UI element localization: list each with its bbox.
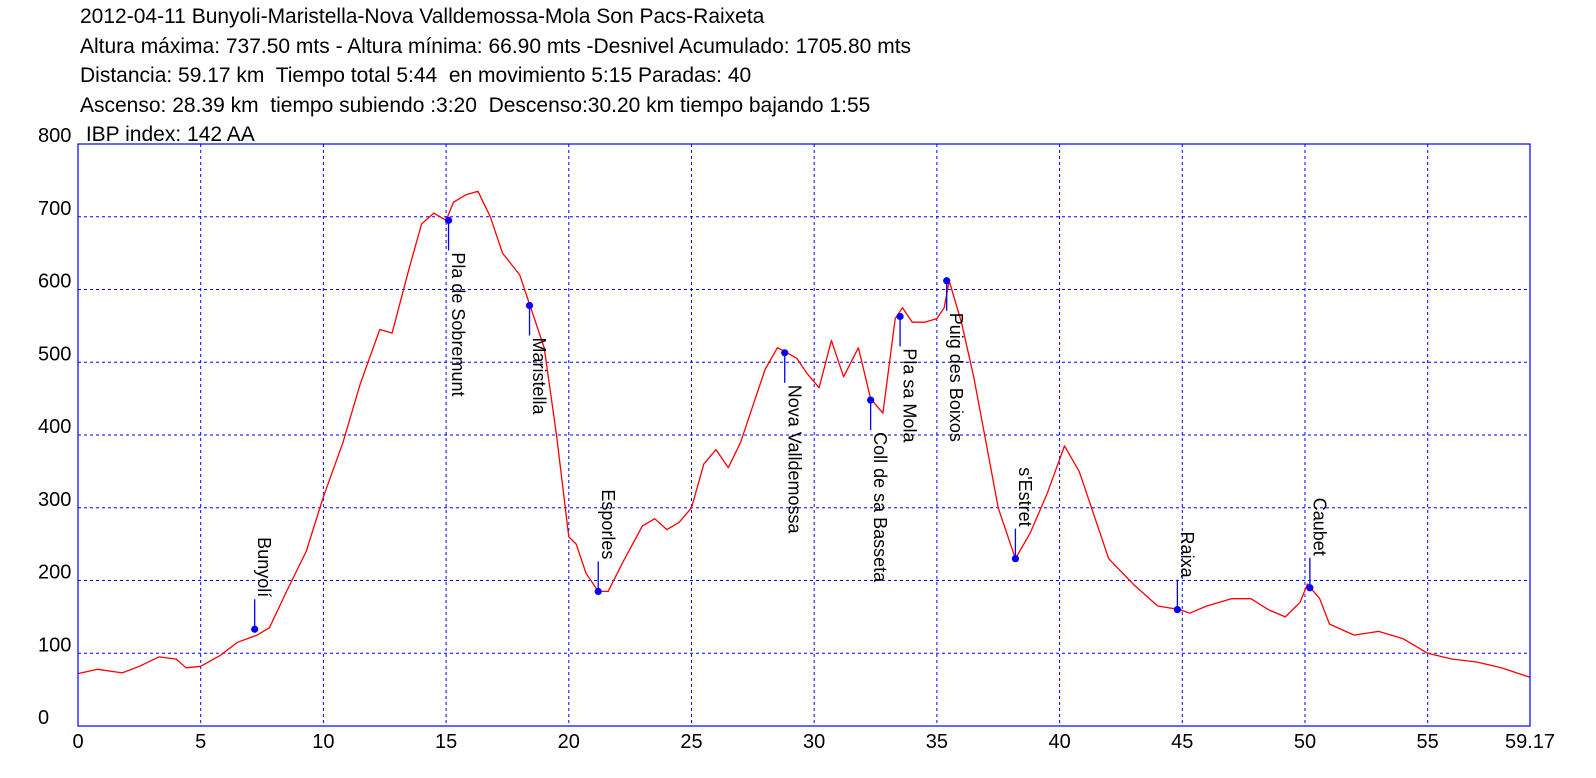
x-tick-label: 55 xyxy=(1417,731,1439,753)
waypoint-label: Bunyolí xyxy=(254,537,274,597)
elevation-line xyxy=(77,190,1531,678)
waypoint-marker: Nova Valldemossa xyxy=(781,349,804,535)
waypoint-marker: s'Estret xyxy=(1011,467,1035,563)
waypoint-dot xyxy=(525,301,534,310)
x-tick-label: 10 xyxy=(312,731,334,753)
waypoint-marker: Esporles xyxy=(594,489,618,596)
x-tick-label: 20 xyxy=(558,731,580,753)
axis-ticks: 0 5 10 15 20 25 30 35 40 45 50 55 59.17 0 100 200 300 400… xyxy=(38,125,1555,753)
altitude-stats: Altura máxima: 737.50 mts - Altura mínim… xyxy=(80,34,912,58)
waypoint-label: Caubet xyxy=(1309,498,1329,556)
waypoint-label: Raixa xyxy=(1177,532,1197,579)
waypoint-label: Puig des Boixos xyxy=(946,313,966,442)
y-tick-label: 100 xyxy=(38,634,71,656)
waypoint-label: Pla sa Mola xyxy=(900,348,920,443)
waypoint-marker: Bunyolí xyxy=(251,537,274,633)
chart-header: 2012-04-11 Bunyoli-Maristella-Nova Valld… xyxy=(80,2,911,150)
waypoints: Bunyolí Pla de Sobremunt Maristella Esporle… xyxy=(251,216,1329,633)
x-tick-label: 45 xyxy=(1171,731,1193,753)
x-tick-label: 0 xyxy=(72,731,83,753)
distance-time-stats: Distancia: 59.17 km Tiempo total 5:44 en… xyxy=(80,64,752,87)
waypoint-marker: Pla sa Mola xyxy=(896,312,920,443)
waypoint-marker: Coll de sa Basseta xyxy=(867,396,890,583)
x-tick-label: 59.17 xyxy=(1505,731,1555,753)
y-tick-label: 500 xyxy=(38,343,71,365)
x-tick-label: 50 xyxy=(1294,731,1316,753)
waypoint-dot xyxy=(1011,555,1020,563)
y-tick-label: 800 xyxy=(38,125,71,147)
x-tick-label: 30 xyxy=(803,731,825,753)
waypoint-label: Maristella xyxy=(529,338,549,416)
waypoint-label: Pla de Sobremunt xyxy=(448,252,468,396)
x-tick-label: 15 xyxy=(435,731,457,753)
waypoint-marker: Caubet xyxy=(1306,498,1329,592)
waypoint-dot xyxy=(867,396,875,404)
waypoint-marker: Maristella xyxy=(525,301,549,416)
waypoint-dot xyxy=(896,312,904,321)
x-tick-label: 40 xyxy=(1048,731,1070,753)
y-tick-label: 200 xyxy=(38,562,71,584)
waypoint-dot xyxy=(781,349,789,357)
ibp-index: IBP index: 142 AA xyxy=(80,123,255,146)
y-tick-label: 600 xyxy=(38,271,71,293)
waypoint-dot xyxy=(1306,584,1314,592)
waypoint-dot xyxy=(444,216,453,224)
y-tick-label: 400 xyxy=(38,416,71,438)
waypoint-dot xyxy=(1173,606,1181,614)
ascent-descent-stats: Ascenso: 28.39 km tiempo subiendo :3:20 … xyxy=(80,93,871,117)
x-tick-label: 25 xyxy=(680,731,702,753)
waypoint-label: Coll de sa Basseta xyxy=(870,432,890,583)
y-tick-label: 300 xyxy=(38,489,71,511)
x-tick-label: 35 xyxy=(926,731,948,753)
y-tick-label: 0 xyxy=(38,707,49,729)
chart-title: 2012-04-11 Bunyoli-Maristella-Nova Valld… xyxy=(80,5,765,28)
waypoint-marker: Pla de Sobremunt xyxy=(444,216,468,396)
waypoint-dot xyxy=(943,277,951,285)
waypoint-dot xyxy=(251,625,259,633)
chart-grid xyxy=(78,144,1530,726)
waypoint-label: Esporles xyxy=(598,489,618,559)
waypoint-label: s'Estret xyxy=(1015,467,1035,526)
waypoint-dot xyxy=(594,587,602,596)
x-tick-label: 5 xyxy=(195,731,206,753)
plot-frame xyxy=(77,143,1531,727)
waypoint-marker: Puig des Boixos xyxy=(943,277,966,442)
elevation-series xyxy=(77,190,1531,678)
waypoint-marker: Raixa xyxy=(1173,532,1197,614)
waypoint-label: Nova Valldemossa xyxy=(784,385,804,535)
y-tick-label: 700 xyxy=(38,198,71,220)
